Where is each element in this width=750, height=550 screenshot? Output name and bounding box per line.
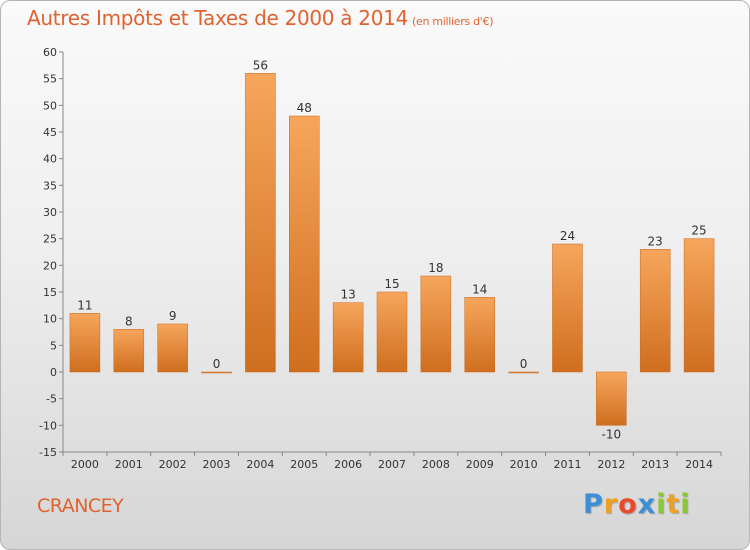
y-tick-label: 50 [43,99,57,112]
logo-letter: i [680,489,691,520]
y-tick-label: 20 [43,259,57,272]
y-tick-label: 10 [43,313,57,326]
data-label: 9 [169,309,177,323]
x-tick-label: 2002 [159,458,187,471]
x-tick-label: 2003 [203,458,231,471]
x-tick-label: 2008 [422,458,450,471]
chart-title: Autres Impôts et Taxes de 2000 à 2014 (en… [27,6,493,30]
y-tick-label: 15 [43,286,57,299]
x-tick-label: 2011 [553,458,581,471]
commune-name: CRANCEY [37,495,124,517]
x-tick-label: 2009 [466,458,494,471]
x-tick-label: 2007 [378,458,406,471]
bar [289,115,320,373]
logo-letter: P [583,489,604,520]
bar [332,302,364,373]
x-tick-label: 2000 [71,458,99,471]
x-tick-label: 2014 [685,458,713,471]
y-tick-label: 0 [50,366,57,379]
y-tick-label: 35 [43,179,57,192]
bar [552,243,583,373]
y-tick-label: -5 [46,393,57,406]
x-tick-label: 2013 [641,458,669,471]
data-label: 0 [520,357,528,371]
y-tick-label: 5 [50,339,57,352]
bar [113,329,145,373]
y-tick-label: -15 [39,446,57,459]
y-tick-label: 55 [43,73,57,86]
x-tick-label: 2006 [334,458,362,471]
bar [201,371,232,374]
y-tick-label: 30 [43,206,57,219]
x-tick-label: 2010 [510,458,538,471]
logo-letter: x [637,489,657,520]
y-tick-label: 25 [43,233,57,246]
data-label: 24 [560,229,575,243]
logo-letter: o [618,489,638,520]
bar [420,275,452,373]
data-label: -10 [602,427,622,441]
data-label: 25 [691,224,706,238]
data-label: 8 [125,314,133,328]
bar [683,238,715,373]
y-tick-label: 40 [43,153,57,166]
data-label: 11 [77,298,92,312]
x-tick-label: 2001 [115,458,143,471]
x-tick-label: 2012 [597,458,625,471]
logo-letter: r [603,489,619,520]
bar [596,371,627,426]
y-tick-label: -10 [39,419,57,432]
logo-letter: t [666,489,681,520]
x-tick-label: 2004 [246,458,274,471]
data-label: 13 [340,288,355,302]
bar [69,313,101,373]
data-label: 18 [428,261,443,275]
logo-letter: i [656,489,667,520]
bar [376,291,408,373]
data-label: 0 [213,357,221,371]
data-label: 48 [297,101,312,115]
data-label: 23 [648,234,663,248]
bar [245,73,276,373]
bar [157,323,188,373]
bar [464,297,495,373]
bar [639,249,671,373]
chart-subtitle: (en milliers d'€) [412,15,494,28]
chart-title-text: Autres Impôts et Taxes de 2000 à 2014 [27,6,408,30]
bar [508,371,539,374]
data-label: 15 [384,277,399,291]
proxiti-logo: Proxiti [583,489,691,520]
data-label: 56 [253,58,268,72]
x-tick-label: 2005 [290,458,318,471]
y-tick-label: 60 [43,46,57,59]
data-label: 14 [472,282,487,296]
y-tick-label: 45 [43,126,57,139]
